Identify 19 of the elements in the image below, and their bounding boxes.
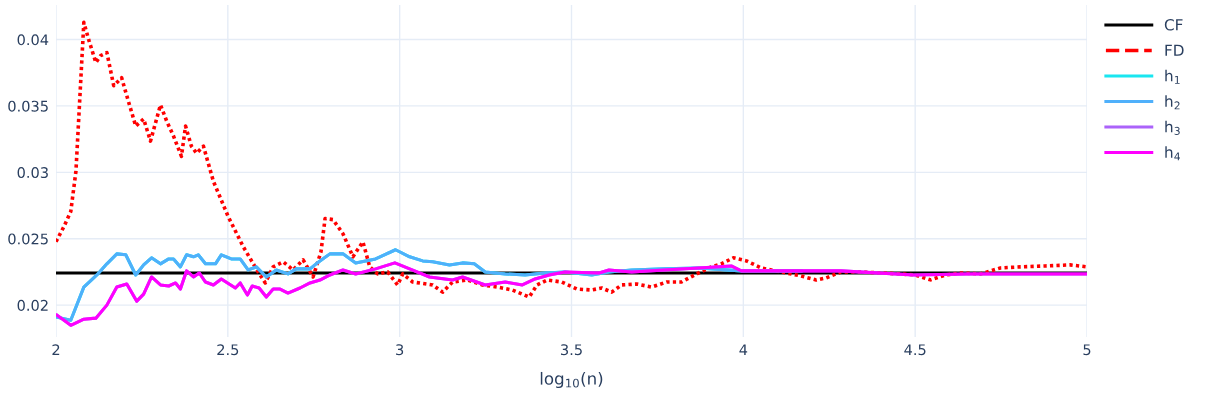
y-tick-label: 0.03 <box>17 167 48 179</box>
legend-label: FD <box>1165 44 1184 56</box>
legend-label: h$_{4}$ <box>1165 146 1180 161</box>
x-tick-label: 4 <box>739 344 748 356</box>
legend-label: h$_{3}$ <box>1165 120 1180 135</box>
legend-label: h$_{2}$ <box>1165 95 1180 110</box>
x-tick-label: 4.5 <box>904 344 926 356</box>
y-tick-label: 0.04 <box>17 34 49 46</box>
legend-label: h$_{1}$ <box>1165 69 1180 84</box>
y-tick-label: 0.025 <box>8 233 48 245</box>
x-tick-label: 3.5 <box>561 344 582 356</box>
x-tick-label: 5 <box>1083 344 1091 356</box>
x-axis-title: log$_{10}$(n) <box>540 371 603 389</box>
x-tick-label: 2 <box>52 344 60 356</box>
x-tick-label: 2.5 <box>217 344 239 356</box>
y-tick-label: 0.02 <box>17 299 48 311</box>
x-tick-label: 3 <box>396 344 404 356</box>
legend-label: CF <box>1164 19 1183 31</box>
y-tick-label: 0.035 <box>8 100 48 112</box>
